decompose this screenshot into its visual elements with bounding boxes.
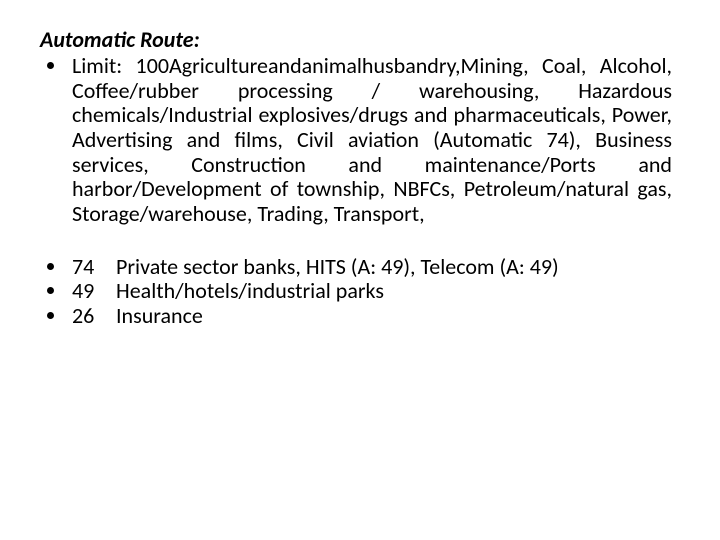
main-bullet-list: Limit: 100Agricultureandanimalhusbandry,… [40,54,672,226]
secondary-bullet-list: 74 Private sector banks, HITS (A: 49), T… [40,255,672,329]
main-bullet-rest: Agricultureandanimalhusbandry,Mining, Co… [72,52,672,227]
list-item-text: Private sector banks, HITS (A: 49), Tele… [116,255,559,280]
list-item-number: 26 [72,304,116,329]
list-item-text: Insurance [116,304,203,329]
list-item: 49 Health/hotels/industrial parks [68,279,672,304]
spacer [40,227,672,255]
heading: Automatic Route: [40,28,672,52]
main-bullet-prefix: Limit: 100 [72,52,169,79]
list-item: 74 Private sector banks, HITS (A: 49), T… [68,255,672,280]
list-item: 26 Insurance [68,304,672,329]
list-item-number: 74 [72,255,116,280]
slide: Automatic Route: Limit: 100Agriculturean… [0,0,720,540]
list-item-number: 49 [72,279,116,304]
main-bullet: Limit: 100Agricultureandanimalhusbandry,… [68,54,672,226]
list-item-text: Health/hotels/industrial parks [116,279,384,304]
